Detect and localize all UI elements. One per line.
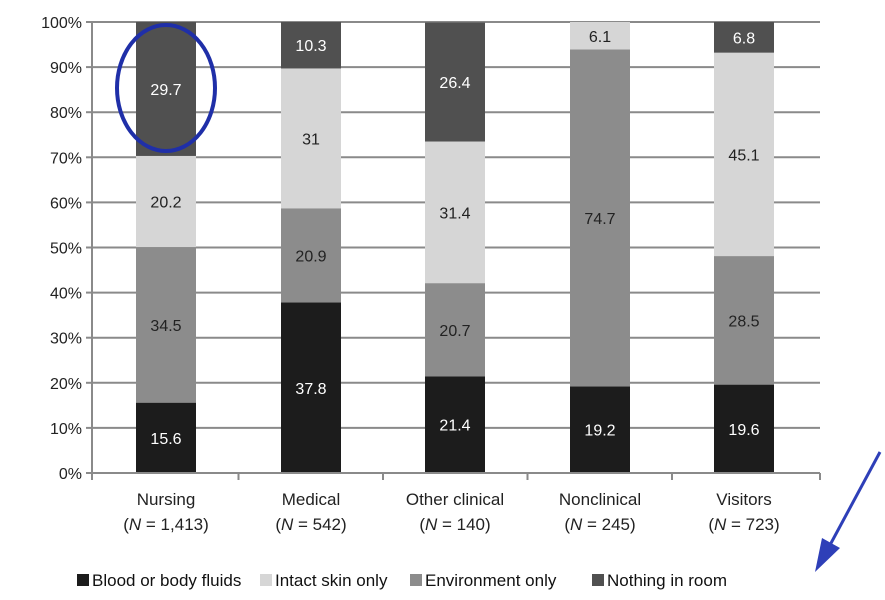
x-axis-ticks bbox=[91, 473, 821, 480]
bar-segment-nothing bbox=[714, 22, 774, 53]
bar-value-label: 45.1 bbox=[728, 147, 759, 164]
bar-segment-intact bbox=[281, 68, 341, 209]
x-category-n: (N = 140) bbox=[419, 515, 490, 534]
x-category-n: (N = 723) bbox=[708, 515, 779, 534]
bar-value-label: 37.8 bbox=[295, 381, 326, 398]
bar-value-label: 31 bbox=[302, 131, 320, 148]
bar-segment-environment bbox=[136, 247, 196, 403]
bar-segment-blood bbox=[714, 384, 774, 473]
x-category-label: Medical bbox=[282, 490, 341, 509]
y-tick-label: 100% bbox=[41, 15, 82, 32]
y-axis-ticks: 0% 10% 20% 30% 40% 50% 60% 70% 80% 90% 100% bbox=[41, 15, 92, 483]
legend-swatch-intact bbox=[260, 574, 272, 586]
y-tick-label: 40% bbox=[50, 286, 82, 303]
legend-label: Environment only bbox=[425, 571, 557, 590]
bar-value-label: 20.9 bbox=[295, 248, 326, 265]
x-category-label: Other clinical bbox=[406, 490, 504, 509]
y-tick-label: 20% bbox=[50, 376, 82, 393]
bar-segment-intact bbox=[714, 52, 774, 257]
legend-label: Intact skin only bbox=[275, 571, 388, 590]
bar-segment-environment bbox=[281, 208, 341, 303]
bar-segment-environment bbox=[714, 256, 774, 385]
y-tick-label: 50% bbox=[50, 241, 82, 258]
bar-segment-blood bbox=[281, 302, 341, 473]
y-tick-label: 70% bbox=[50, 150, 82, 167]
bar-value-label: 28.5 bbox=[728, 313, 759, 330]
legend-swatch-environment bbox=[410, 574, 422, 586]
arrow-shaft bbox=[828, 451, 882, 546]
bar-segment-blood bbox=[425, 376, 485, 473]
arrow-head bbox=[815, 538, 840, 572]
bar-segment-nothing bbox=[281, 22, 341, 69]
bar-value-label: 10.3 bbox=[295, 38, 326, 55]
bar-segment-nothing bbox=[425, 22, 485, 142]
bar-segment-intact bbox=[570, 22, 630, 50]
x-category-label: Nursing bbox=[137, 490, 196, 509]
arrow-annotation bbox=[815, 451, 882, 572]
bar-segment-environment bbox=[425, 283, 485, 377]
x-category-n: (N = 1,413) bbox=[123, 515, 209, 534]
bar-segment-blood bbox=[570, 386, 630, 473]
bar-value-label: 26.4 bbox=[439, 75, 470, 92]
x-axis-labels: Nursing (N = 1,413) Medical (N = 542) Other … bbox=[123, 490, 779, 534]
y-tick-label: 80% bbox=[50, 105, 82, 122]
bar-value-label: 20.2 bbox=[150, 194, 181, 211]
legend-label: Nothing in room bbox=[607, 571, 727, 590]
bar-segment-blood bbox=[136, 402, 196, 473]
bar-value-label: 34.5 bbox=[150, 318, 181, 335]
legend-swatch-nothing bbox=[592, 574, 604, 586]
bar-value-labels: 15.6 34.5 20.2 29.7 37.8 20.9 31 10.3 21.4 20.7 31… bbox=[150, 29, 759, 448]
bar-value-label: 21.4 bbox=[439, 418, 470, 435]
y-tick-label: 60% bbox=[50, 195, 82, 212]
legend-swatch-blood bbox=[77, 574, 89, 586]
y-tick-label: 30% bbox=[50, 331, 82, 348]
highlight-ellipse bbox=[115, 23, 217, 153]
y-tick-label: 10% bbox=[50, 421, 82, 438]
bar-value-label: 6.1 bbox=[589, 29, 611, 46]
x-category-n: (N = 245) bbox=[564, 515, 635, 534]
bar-segment-intact bbox=[425, 141, 485, 284]
x-category-label: Nonclinical bbox=[559, 490, 641, 509]
x-category-label: Visitors bbox=[716, 490, 771, 509]
bar-value-label: 6.8 bbox=[733, 30, 755, 47]
bar-value-label: 20.7 bbox=[439, 323, 470, 340]
bar-segment-environment bbox=[570, 49, 630, 387]
bars bbox=[136, 22, 774, 473]
legend-label: Blood or body fluids bbox=[92, 571, 241, 590]
bar-value-label: 29.7 bbox=[150, 82, 181, 99]
y-tick-label: 90% bbox=[50, 60, 82, 77]
bar-value-label: 19.6 bbox=[728, 422, 759, 439]
bar-value-label: 74.7 bbox=[584, 211, 615, 228]
bar-segment-intact bbox=[136, 155, 196, 248]
y-tick-label: 0% bbox=[59, 466, 82, 483]
x-category-n: (N = 542) bbox=[275, 515, 346, 534]
bar-segment-nothing bbox=[136, 22, 196, 156]
bar-value-label: 15.6 bbox=[150, 431, 181, 448]
bar-value-label: 31.4 bbox=[439, 205, 470, 222]
bar-value-label: 19.2 bbox=[584, 423, 615, 440]
legend: Blood or body fluids Intact skin only Envi… bbox=[77, 571, 727, 590]
